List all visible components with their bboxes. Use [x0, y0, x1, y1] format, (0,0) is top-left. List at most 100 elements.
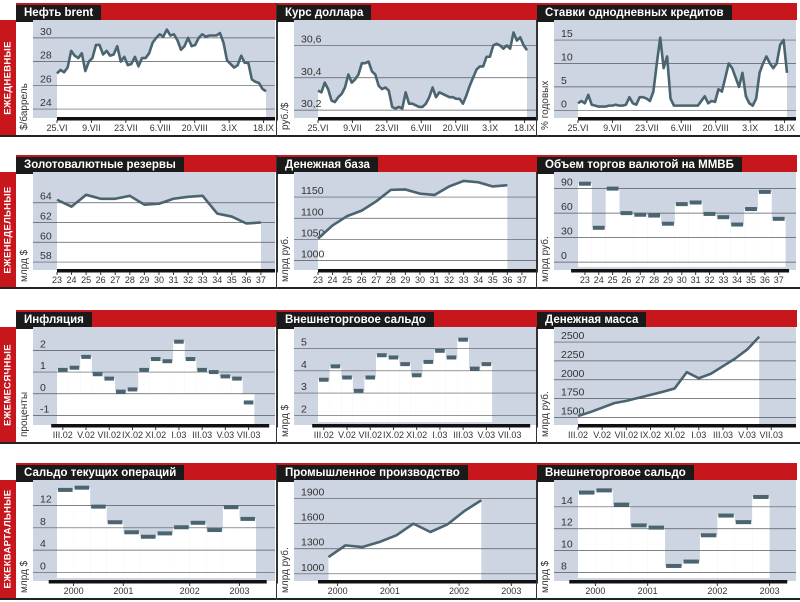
bar [161, 361, 174, 394]
chart-title: Денежная масса [537, 312, 647, 329]
bar [734, 522, 753, 578]
x-tick-label: 29 [400, 275, 410, 285]
bar [578, 183, 592, 267]
bar [665, 565, 683, 578]
chart-panel: Денежная база 1000 1050 1100 1150 23 24 25 26 27 2… [277, 152, 537, 289]
x-tick-label: 3.IX [221, 123, 237, 133]
chart-header: Внешнеторговое сальдо [277, 310, 537, 329]
x-axis-area [16, 427, 275, 442]
row-label: ЕЖЕНЕДЕЛЬНЫЕ [2, 185, 14, 274]
bar-value-cap [342, 375, 352, 380]
area-fill [57, 194, 261, 270]
series-line [317, 179, 508, 240]
bar-value-cap [208, 370, 219, 375]
bar-value-cap [207, 528, 222, 533]
bar [744, 209, 758, 267]
x-tick-label: 37 [256, 275, 266, 285]
x-tick-label: 9.VII [343, 123, 362, 133]
chart-svg: 1000 1300 1600 1900 2000 2001 2002 2003 млрд руб… [277, 480, 536, 598]
bar-value-cap [579, 490, 595, 495]
bar-value-cap [220, 374, 231, 379]
x-tick-label: 20.VIII [703, 123, 729, 133]
x-tick-label: 2003 [229, 586, 249, 596]
y-axis-label: млрд руб. [279, 236, 291, 282]
y-axis-label: млрд $ [19, 249, 30, 282]
bar [434, 350, 446, 422]
x-tick-label: V.03 [738, 430, 756, 440]
chart-header: Объем торгов валютой на ММВБ [537, 155, 797, 174]
chart-panel: Нефть brent 24 26 28 30 25.VI 9.VII 23.VII 6.VII… [16, 0, 276, 137]
area-fill [578, 336, 760, 425]
row-label: ЕЖЕКВАРТАЛЬНЫЕ [2, 489, 14, 589]
x-tick-label: 25 [81, 275, 91, 285]
bar-value-cap [745, 207, 757, 212]
y-tick-label: 30,4 [301, 66, 322, 78]
y-tick-label: 10 [561, 51, 573, 63]
x-tick-label: III.03 [453, 430, 473, 440]
x-axis-area [277, 583, 536, 598]
x-tick-label: V.03 [478, 430, 496, 440]
y-tick-label: 0 [561, 98, 567, 110]
bar-value-cap [606, 186, 619, 191]
x-tick-label: VII.02 [358, 430, 382, 440]
bar-value-cap [700, 533, 717, 538]
x-tick-label: 23 [313, 275, 323, 285]
x-tick-label: 23 [580, 275, 590, 285]
chart-panel: Внешнеторговое сальдо 8 10 12 14 2000 2001 2002… [537, 460, 797, 600]
bar [410, 375, 423, 422]
y-axis-label: млрд руб. [539, 236, 551, 282]
bar [68, 367, 81, 394]
bar-value-cap [162, 359, 173, 364]
bar-value-cap [150, 357, 161, 362]
x-axis-area [16, 583, 275, 598]
chart-header: Нефть brent [16, 3, 276, 22]
x-tick-label: 29 [139, 275, 149, 285]
y-axis-label: млрд $ [540, 560, 551, 593]
bar-value-cap [634, 212, 647, 217]
bar [231, 378, 243, 394]
bar [138, 369, 150, 394]
bar-value-cap [648, 213, 661, 218]
chart-svg: 0 4 8 12 2000 2001 2002 2003 млрд $ [16, 480, 275, 598]
y-tick-label: 8 [561, 561, 567, 573]
x-tick-label: 34 [473, 275, 483, 285]
x-tick-label: 26 [96, 275, 106, 285]
bar [184, 359, 197, 394]
bar-value-cap [458, 337, 468, 342]
x-tick-label: 24 [594, 275, 604, 285]
bar-value-cap [139, 367, 149, 372]
bar-value-cap [579, 181, 591, 186]
chart-svg: 0 5 10 15 25.VI 9.VII 23.VII 6.VIII 20.VIII 3.IX 1… [537, 20, 796, 135]
y-axis-label: % годовых [540, 81, 551, 130]
chart-panel: Объем торгов валютой на ММВБ 0 30 60 90 23 24 2… [537, 152, 797, 289]
x-tick-label: 36 [241, 275, 251, 285]
y-axis-label: $/баррель [18, 83, 30, 130]
bar-value-cap [675, 202, 688, 207]
chart-title: Золотовалютные резервы [16, 157, 184, 174]
y-tick-label: 1000 [301, 249, 325, 261]
bar [612, 504, 631, 578]
bar [57, 369, 69, 394]
chart-title: Внешнеторговое сальдо [277, 312, 434, 329]
bar [91, 374, 104, 394]
chart-header: Золотовалютные резервы [16, 155, 276, 174]
bar [123, 532, 140, 578]
bar [688, 202, 703, 267]
chart-panel: Золотовалютные резервы 58 60 62 64 23 24 25 26 27… [16, 152, 276, 289]
bar-value-cap [81, 354, 91, 359]
bar [771, 218, 786, 267]
y-tick-label: 90 [561, 177, 573, 189]
x-axis-area [16, 272, 275, 287]
y-axis-label: млрд $ [19, 560, 30, 593]
x-tick-label: 6.VIII [411, 123, 432, 133]
y-tick-label: 5 [301, 337, 307, 349]
x-tick-label: III.02 [568, 430, 588, 440]
x-tick-label: 2000 [328, 586, 348, 596]
x-tick-label: III.03 [192, 430, 212, 440]
x-tick-label: 31 [430, 275, 440, 285]
x-tick-label: 32 [704, 275, 714, 285]
bar [661, 223, 675, 267]
y-axis-label: млрд руб. [279, 547, 291, 593]
bar-value-cap [662, 221, 674, 226]
x-tick-label: 2002 [707, 586, 727, 596]
